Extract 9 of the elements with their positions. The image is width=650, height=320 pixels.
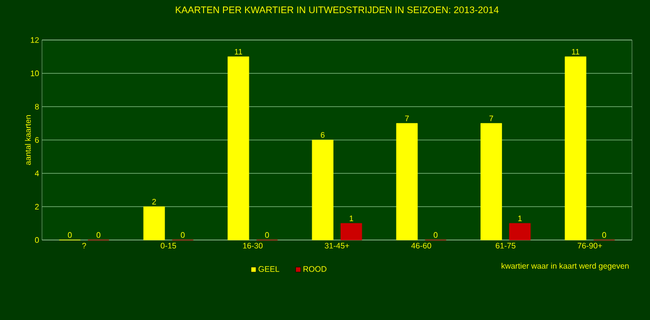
bar: [480, 123, 502, 240]
bar: [340, 223, 362, 240]
chart-title: KAARTEN PER KWARTIER IN UITWEDSTRIJDEN IN SEIZOEN: 2013-2014: [176, 6, 499, 14]
bar: [564, 56, 586, 240]
bar: [312, 140, 334, 240]
bar: [228, 56, 250, 240]
bar: [509, 223, 531, 240]
bar: [396, 123, 418, 240]
bar: [143, 206, 165, 240]
